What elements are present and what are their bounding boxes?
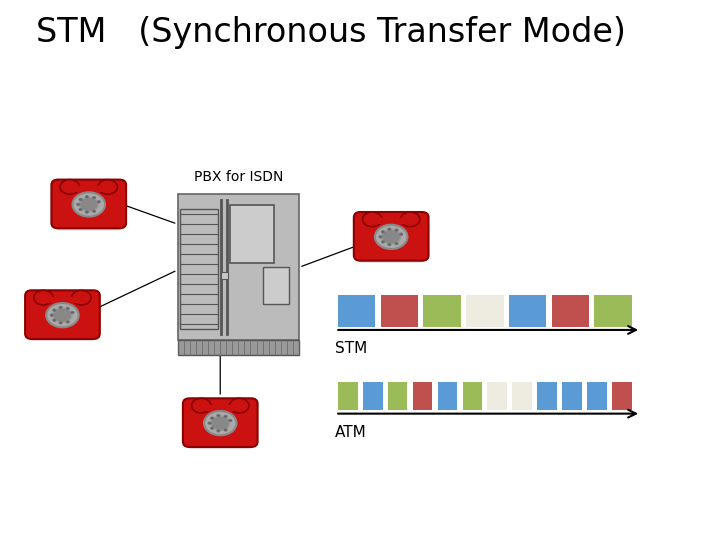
Ellipse shape [76,203,80,206]
Ellipse shape [71,291,91,305]
Ellipse shape [375,225,408,249]
Ellipse shape [230,399,249,413]
Ellipse shape [92,210,96,213]
Bar [338,295,375,327]
Ellipse shape [79,198,98,212]
Ellipse shape [395,242,398,245]
Ellipse shape [400,233,403,235]
Bar [552,295,589,327]
Bar [462,382,482,410]
Bar [221,272,228,279]
Ellipse shape [73,192,105,217]
Ellipse shape [97,200,101,203]
Ellipse shape [53,309,56,312]
Bar [381,295,418,327]
FancyBboxPatch shape [189,436,252,449]
FancyBboxPatch shape [359,250,423,263]
Ellipse shape [66,307,70,310]
Ellipse shape [204,411,236,435]
Bar [513,382,532,410]
Ellipse shape [50,314,53,316]
Ellipse shape [66,321,70,323]
Ellipse shape [400,212,420,227]
Bar [537,382,557,410]
Text: STM: STM [336,341,367,356]
Ellipse shape [382,231,384,233]
Bar [487,382,507,410]
Ellipse shape [60,180,80,194]
Ellipse shape [210,417,214,420]
FancyBboxPatch shape [51,180,126,228]
Text: PBX for ISDN: PBX for ISDN [194,170,283,184]
Ellipse shape [382,230,400,244]
Ellipse shape [387,243,391,246]
Bar [70,186,108,192]
Bar [178,194,299,340]
FancyBboxPatch shape [31,328,94,341]
FancyBboxPatch shape [354,212,428,261]
Bar [466,295,503,327]
Ellipse shape [228,419,232,422]
FancyBboxPatch shape [183,399,258,447]
FancyBboxPatch shape [25,291,100,339]
FancyBboxPatch shape [57,218,120,231]
Ellipse shape [53,319,56,321]
Bar [388,382,408,410]
Ellipse shape [192,399,211,413]
Bar [202,404,239,410]
Ellipse shape [46,303,78,327]
Bar [372,218,410,224]
Bar [230,205,274,263]
Ellipse shape [98,180,117,194]
Bar [612,382,631,410]
Ellipse shape [59,306,63,309]
Bar [43,296,81,302]
Ellipse shape [85,195,89,198]
Ellipse shape [85,211,89,213]
Ellipse shape [53,308,72,322]
Bar [588,382,607,410]
Ellipse shape [34,291,53,305]
Bar [509,295,546,327]
Ellipse shape [210,427,214,429]
Ellipse shape [217,429,220,432]
Ellipse shape [92,197,96,199]
Bar [562,382,582,410]
Bar [594,295,631,327]
Bar [263,267,289,303]
Ellipse shape [395,229,398,232]
Bar [423,295,461,327]
Bar [338,382,358,410]
Bar [413,382,433,410]
Bar [178,340,299,355]
Ellipse shape [224,429,228,431]
Ellipse shape [387,228,391,231]
Ellipse shape [382,240,384,243]
Bar [363,382,382,410]
Text: STM   (Synchronous Transfer Mode): STM (Synchronous Transfer Mode) [36,16,626,49]
Ellipse shape [224,415,228,418]
Bar [180,209,217,328]
Ellipse shape [379,235,382,238]
Bar [438,382,457,410]
Ellipse shape [78,198,82,201]
Ellipse shape [71,311,74,314]
Ellipse shape [362,212,382,227]
Ellipse shape [217,414,220,417]
Text: ATM: ATM [336,425,367,440]
Ellipse shape [78,208,82,211]
Ellipse shape [59,321,63,324]
Ellipse shape [208,422,212,424]
Ellipse shape [211,416,230,430]
